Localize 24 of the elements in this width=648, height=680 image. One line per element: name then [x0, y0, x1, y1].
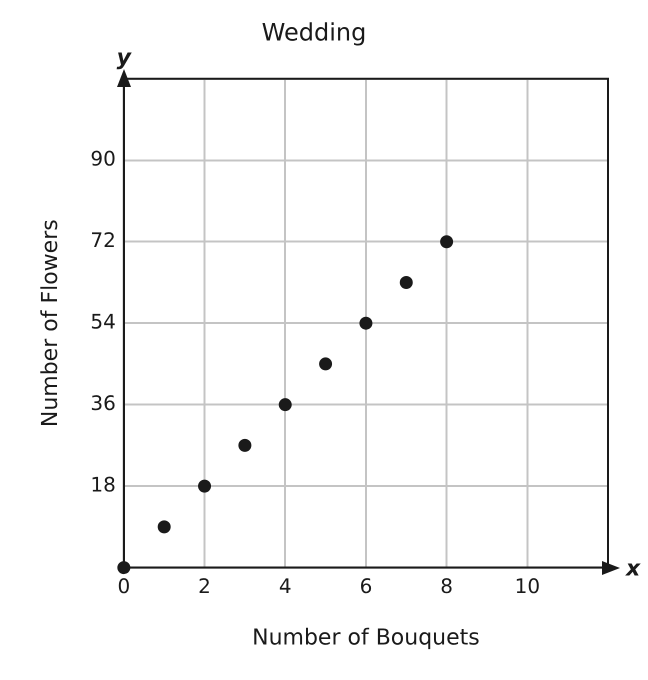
x-tick-label: 4 [278, 574, 292, 598]
y-axis-title: Number of Flowers [38, 219, 63, 428]
y-tick-label: 90 [90, 146, 116, 170]
y-tick-label: 36 [90, 390, 116, 415]
chart-title: Wedding [262, 18, 366, 47]
point [440, 235, 454, 248]
text: x [625, 556, 641, 582]
point [319, 357, 332, 370]
point [158, 520, 171, 534]
x-tick-label: 0 [117, 574, 130, 598]
point [278, 398, 292, 412]
y-tick-label: 54 [90, 309, 116, 334]
point [400, 276, 413, 289]
point [238, 438, 252, 452]
point [198, 480, 212, 493]
x-tick-label: 10 [514, 574, 540, 598]
x-tick-label: 6 [360, 574, 372, 598]
text: y [116, 46, 133, 71]
y-tick-label: 72 [90, 228, 116, 252]
y-tick-label: 18 [90, 472, 116, 496]
x-tick-label: 8 [440, 574, 453, 598]
point [359, 316, 372, 330]
x-tick-label: 2 [198, 574, 211, 598]
x-axis-title: Number of Bouquets [252, 626, 480, 651]
